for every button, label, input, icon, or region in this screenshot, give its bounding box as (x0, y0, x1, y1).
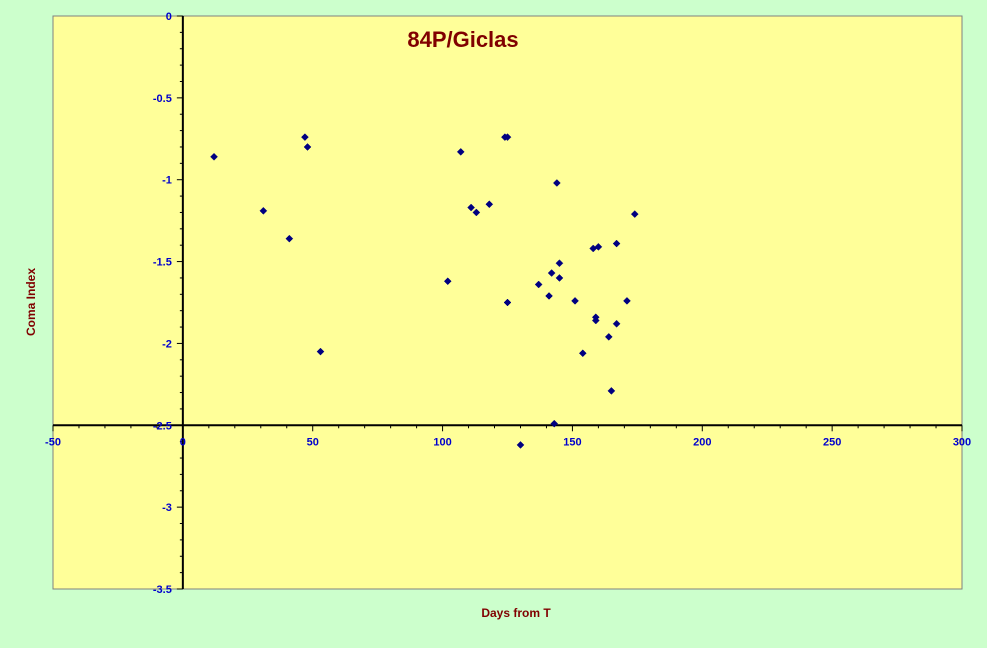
data-point (516, 441, 525, 449)
data-point (301, 133, 309, 142)
data-point (612, 239, 621, 248)
data-point (550, 419, 559, 428)
data-point (594, 242, 603, 251)
data-point (485, 200, 494, 209)
data-points (210, 133, 639, 449)
x-tick-label: 100 (433, 436, 451, 448)
y-tick-label: 0 (166, 11, 172, 23)
chart-title: 84P/Giclas (407, 27, 518, 52)
data-point (467, 203, 475, 212)
y-axis-title: Coma Index (24, 268, 38, 336)
data-point (555, 259, 564, 268)
data-point (545, 292, 553, 300)
tick-labels: 0 -0.5 -1 -1.5 -2 -2.5 -3 -3.5 -50 0 50 100 150 200 25… (45, 11, 971, 596)
x-tick-label: 300 (953, 436, 971, 448)
x-axis-title: Days from T (481, 606, 551, 620)
data-point (623, 297, 631, 305)
y-tick-label: -1.5 (153, 257, 172, 269)
data-point (303, 143, 312, 151)
y-tick-label: -3 (162, 502, 172, 514)
data-point (285, 234, 294, 243)
x-tick-label: 200 (693, 436, 711, 448)
data-point (552, 179, 561, 187)
data-point (630, 210, 639, 218)
x-tick-label: 0 (180, 436, 186, 448)
data-point (472, 208, 481, 217)
data-point (612, 319, 621, 328)
data-point (555, 274, 564, 282)
x-tick-label: 250 (823, 436, 841, 448)
data-point (547, 269, 556, 277)
data-point (503, 298, 512, 307)
data-point (316, 347, 325, 356)
data-point (503, 133, 512, 142)
y-tick-label: -2.5 (153, 420, 172, 432)
x-tick-label: -50 (45, 436, 61, 448)
axes (52, 15, 963, 590)
data-point (571, 297, 579, 305)
y-tick-label: -1 (162, 175, 172, 187)
y-tick-label: -0.5 (153, 93, 172, 105)
x-tick-label: 150 (563, 436, 581, 448)
data-point (259, 206, 268, 215)
data-point (578, 349, 587, 358)
data-point (591, 316, 600, 325)
y-tick-label: -2 (162, 338, 172, 350)
data-point (604, 333, 613, 341)
data-point (607, 387, 616, 395)
data-point (456, 148, 465, 156)
y-tick-label: -3.5 (153, 584, 172, 596)
x-tick-label: 50 (307, 436, 319, 448)
data-point (210, 152, 218, 161)
data-point (443, 277, 452, 286)
data-point (534, 280, 543, 289)
